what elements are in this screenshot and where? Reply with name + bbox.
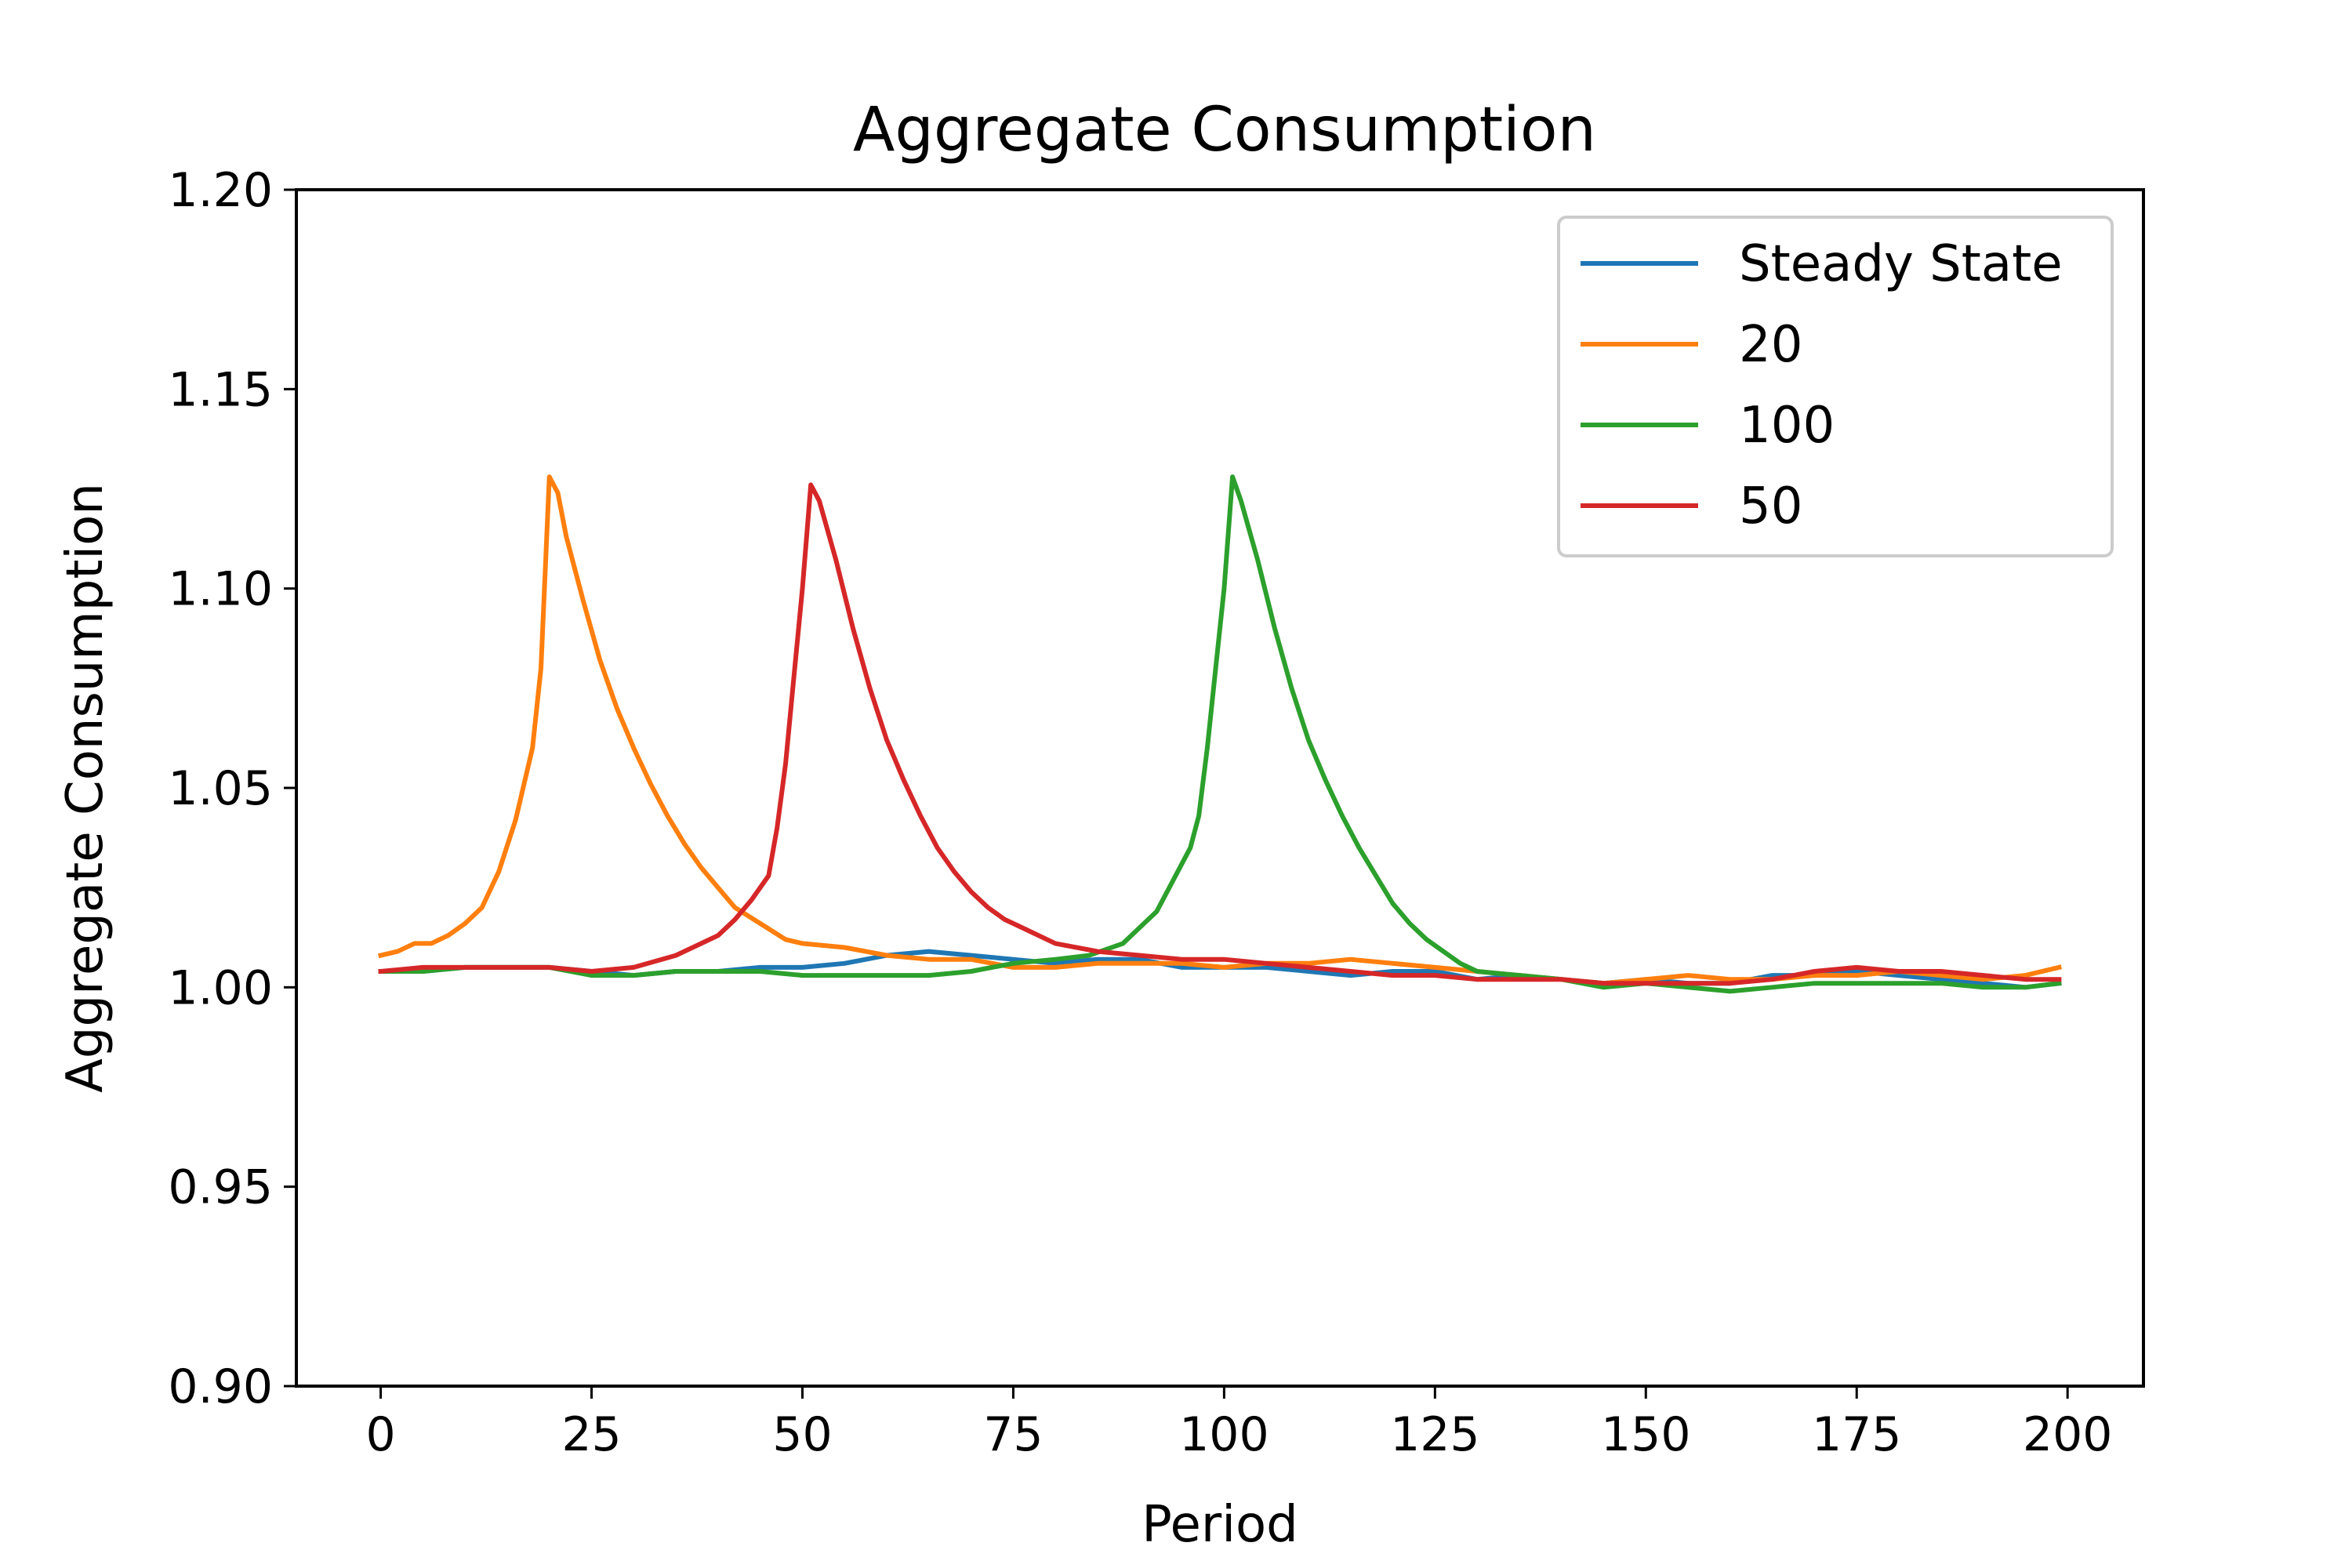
x-tick-label: 100 (1179, 1407, 1269, 1462)
x-tick-label: 125 (1390, 1407, 1480, 1462)
legend-label: 100 (1739, 397, 1835, 455)
y-tick-label: 0.95 (168, 1160, 273, 1215)
legend: Steady State 20 100 50 (1557, 216, 2114, 557)
legend-label: 20 (1739, 316, 1802, 374)
x-tick-label: 50 (772, 1407, 832, 1462)
y-tick-label: 1.15 (168, 362, 273, 417)
legend-label: Steady State (1739, 235, 2063, 293)
plot-area (377, 474, 2063, 994)
legend-label: 50 (1739, 477, 1802, 535)
series-line-50 (378, 482, 2062, 986)
legend-box (1557, 216, 2114, 557)
x-tick-label: 150 (1601, 1407, 1691, 1462)
x-tick-label: 75 (983, 1407, 1043, 1462)
x-tick-label: 200 (2023, 1407, 2113, 1462)
chart-title: Aggregate Consumption (853, 95, 1596, 165)
x-tick-label: 175 (1812, 1407, 1902, 1462)
y-tick-label: 0.90 (168, 1359, 273, 1414)
x-tick-label: 25 (561, 1407, 621, 1462)
series-line-100 (378, 474, 2062, 994)
y-tick-label: 1.05 (168, 761, 273, 816)
y-axis-label: Aggregate Consumption (56, 483, 114, 1093)
x-axis: 0 25 50 75 100 125 150 175 200 (365, 1386, 2112, 1462)
series-line-20 (377, 474, 2063, 986)
y-tick-label: 1.10 (168, 562, 273, 617)
x-axis-label: Period (1142, 1496, 1298, 1554)
x-tick-label: 0 (365, 1407, 395, 1462)
y-tick-label: 1.20 (168, 163, 273, 218)
y-axis: 0.90 0.95 1.00 1.05 1.10 1.15 1.20 (168, 163, 296, 1414)
y-tick-label: 1.00 (168, 960, 273, 1015)
